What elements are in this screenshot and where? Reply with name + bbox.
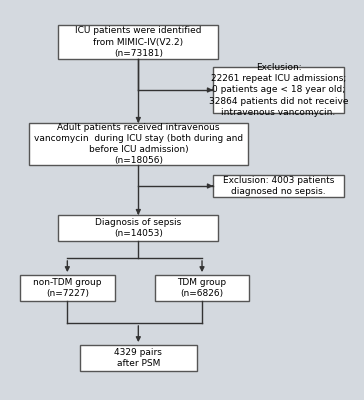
Text: Diagnosis of sepsis
(n=14053): Diagnosis of sepsis (n=14053) (95, 218, 181, 238)
FancyBboxPatch shape (20, 275, 115, 301)
FancyBboxPatch shape (58, 25, 218, 59)
FancyBboxPatch shape (80, 345, 197, 371)
Text: Adult patients received intravenous
vancomycin  during ICU stay (both during and: Adult patients received intravenous vanc… (34, 123, 243, 165)
FancyBboxPatch shape (213, 67, 344, 113)
FancyBboxPatch shape (58, 215, 218, 241)
FancyBboxPatch shape (155, 275, 249, 301)
FancyBboxPatch shape (29, 123, 248, 165)
Text: TDM group
(n=6826): TDM group (n=6826) (178, 278, 226, 298)
Text: Exclusion: 4003 patients
diagnosed no sepsis.: Exclusion: 4003 patients diagnosed no se… (223, 176, 334, 196)
FancyBboxPatch shape (213, 175, 344, 197)
Text: Exclusion:
22261 repeat ICU admissions;
0 patients age < 18 year old;
32864 pati: Exclusion: 22261 repeat ICU admissions; … (209, 63, 348, 117)
Text: non-TDM group
(n=7227): non-TDM group (n=7227) (33, 278, 102, 298)
Text: 4329 pairs
after PSM: 4329 pairs after PSM (114, 348, 162, 368)
Text: ICU patients were identified
from MIMIC-IV(V2.2)
(n=73181): ICU patients were identified from MIMIC-… (75, 26, 202, 58)
